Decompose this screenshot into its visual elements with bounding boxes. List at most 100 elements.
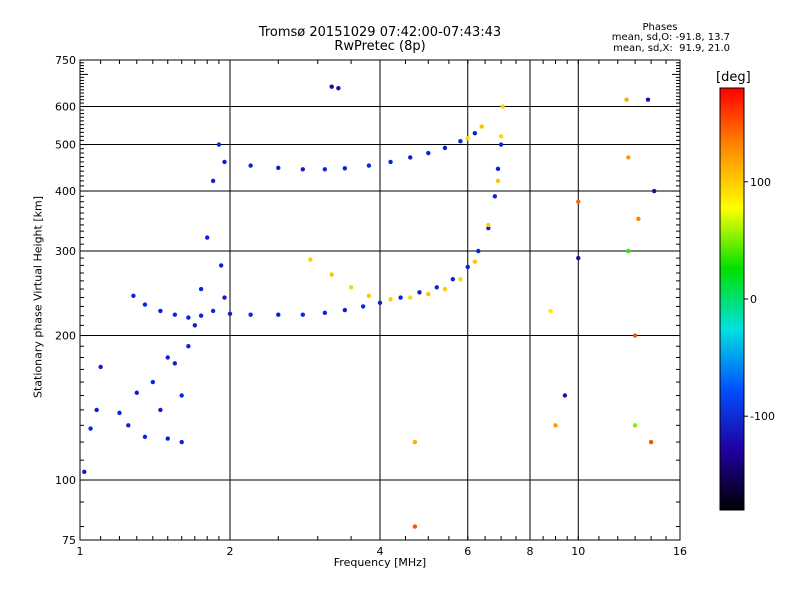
- data-point: [300, 167, 306, 172]
- data-point: [329, 272, 334, 277]
- x-tick-label: 4: [377, 545, 384, 558]
- data-point: [218, 263, 224, 268]
- data-point: [222, 159, 227, 165]
- data-point: [210, 308, 216, 314]
- y-axis-label-text: Stationary phase Virtual Height [km]: [31, 195, 45, 399]
- data-point: [458, 277, 463, 282]
- data-point: [360, 304, 366, 309]
- data-point: [117, 410, 122, 416]
- data-point: [216, 142, 222, 147]
- data-point: [624, 97, 629, 102]
- data-point: [179, 439, 184, 445]
- data-point: [465, 264, 470, 270]
- data-point: [495, 166, 501, 172]
- data-point: [165, 355, 170, 360]
- data-point: [198, 286, 204, 292]
- data-point: [227, 311, 233, 316]
- data-point: [342, 166, 348, 171]
- data-point: [626, 155, 631, 160]
- x-axis-label: Frequency [MHz]: [333, 556, 427, 569]
- data-point: [322, 310, 328, 316]
- data-point: [465, 136, 470, 141]
- data-point: [408, 295, 413, 300]
- data-point: [348, 285, 354, 290]
- data-point: [442, 145, 448, 151]
- data-point: [426, 150, 431, 156]
- y-tick-label: 750: [55, 54, 76, 67]
- data-point: [98, 364, 103, 370]
- data-point: [450, 277, 456, 282]
- data-point: [300, 312, 306, 317]
- data-point: [204, 235, 210, 240]
- phase-stats-title: Phases: [642, 22, 678, 33]
- data-point: [131, 293, 136, 298]
- colorbar-tick-label: 0: [750, 293, 757, 306]
- data-point: [548, 308, 553, 314]
- x-tick-label: 1: [77, 545, 84, 558]
- data-point: [498, 142, 504, 147]
- y-tick-label: 100: [55, 474, 76, 487]
- data-point: [632, 423, 638, 428]
- data-point: [134, 390, 139, 395]
- data-point: [648, 439, 654, 445]
- data-point: [179, 393, 184, 398]
- chart-title: Tromsø 20151029 07:42:00-07:43:43: [258, 25, 502, 40]
- data-point: [82, 469, 87, 475]
- data-point: [342, 307, 348, 313]
- data-point: [276, 312, 281, 317]
- data-point: [329, 84, 334, 89]
- data-point: [366, 163, 372, 168]
- data-point: [426, 291, 431, 297]
- data-point: [434, 285, 439, 290]
- data-point: [645, 97, 651, 102]
- phase-stats-o: mean, sd,O: -91.8, 13.7: [611, 32, 730, 43]
- data-point: [417, 290, 422, 295]
- data-point: [636, 216, 641, 222]
- data-point: [276, 165, 281, 171]
- data-point: [322, 167, 328, 172]
- y-tick-label: 300: [55, 245, 76, 258]
- data-point: [165, 436, 170, 441]
- y-tick-label: 500: [55, 139, 76, 152]
- colorbar-label: [deg]: [716, 70, 751, 85]
- x-tick-label: 10: [571, 545, 585, 558]
- data-point: [158, 407, 163, 413]
- data-point: [388, 297, 393, 302]
- data-point: [486, 222, 491, 228]
- data-point: [248, 312, 253, 317]
- y-tick-label: 200: [55, 330, 76, 343]
- data-point: [222, 295, 227, 300]
- data-point: [126, 423, 131, 428]
- data-point: [500, 104, 505, 109]
- data-point: [486, 225, 491, 231]
- x-tick-label: 8: [527, 545, 534, 558]
- data-point: [142, 302, 148, 307]
- data-point: [158, 308, 163, 314]
- colorbar-tick-label: 100: [750, 176, 771, 189]
- colorbar-tick-label: -100: [750, 410, 775, 423]
- data-point: [472, 130, 478, 136]
- x-tick-label: 16: [673, 545, 687, 558]
- y-tick-label: 400: [55, 185, 76, 198]
- phase-stats-x: mean, sd,X: 91.9, 21.0: [613, 43, 730, 54]
- data-point: [94, 407, 99, 413]
- x-tick-label: 6: [464, 545, 471, 558]
- data-point: [492, 194, 498, 199]
- data-point: [553, 423, 558, 428]
- data-point: [308, 257, 313, 262]
- data-point: [142, 434, 148, 440]
- data-point: [479, 124, 484, 129]
- data-point: [442, 286, 448, 292]
- y-tick-label: 75: [62, 534, 76, 547]
- data-point: [248, 163, 253, 168]
- data-point: [472, 259, 478, 264]
- x-tick-label: 2: [227, 545, 234, 558]
- data-point: [651, 188, 657, 194]
- data-point: [498, 134, 504, 139]
- data-point: [210, 178, 216, 184]
- data-point: [150, 379, 156, 385]
- data-point: [172, 361, 178, 366]
- data-point: [408, 155, 413, 160]
- data-point: [412, 439, 418, 445]
